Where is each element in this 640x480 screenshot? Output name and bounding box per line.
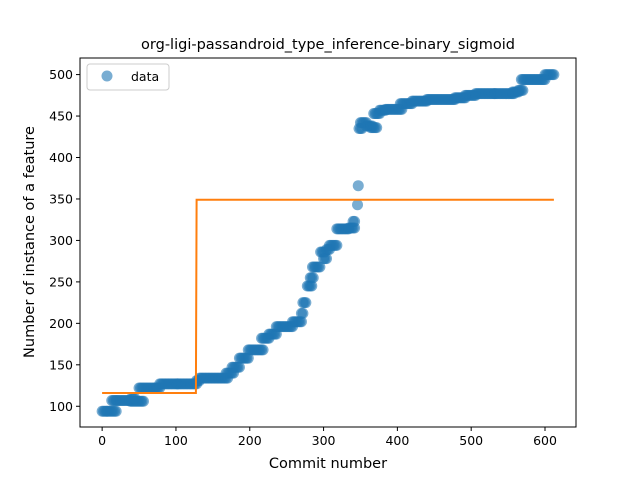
data-point — [300, 297, 312, 309]
data-point — [306, 280, 318, 292]
y-tick-label: 150 — [49, 357, 73, 372]
data-point — [371, 122, 383, 134]
data-point — [321, 253, 333, 265]
x-tick-label: 0 — [98, 433, 106, 448]
data-point — [349, 215, 361, 227]
plot-area — [79, 57, 577, 428]
data-point — [352, 180, 364, 192]
x-tick-label: 300 — [312, 433, 336, 448]
legend-data-label: data — [131, 69, 159, 84]
x-tick-label: 200 — [238, 433, 262, 448]
y-tick-label: 350 — [49, 191, 73, 206]
x-axis: 0 100 200 300 400 500 600 — [98, 427, 557, 448]
y-axis-label: Number of instance of a feature — [22, 126, 38, 358]
data-point — [307, 272, 319, 284]
x-tick-label: 100 — [164, 433, 188, 448]
y-tick-label: 200 — [49, 316, 73, 331]
y-tick-label: 500 — [49, 67, 73, 82]
y-tick-label: 250 — [49, 274, 73, 289]
y-axis: 100 150 200 250 300 350 400 450 500 — [49, 67, 80, 414]
chart-title: org-ligi-passandroid_type_inference-bina… — [141, 37, 515, 53]
data-point — [297, 307, 309, 319]
data-point — [295, 316, 307, 328]
data-point — [233, 361, 245, 373]
legend-box — [86, 63, 170, 91]
data-point — [331, 239, 343, 251]
fit-line — [102, 198, 554, 394]
y-tick-label: 300 — [49, 233, 73, 248]
x-tick-label: 400 — [385, 433, 409, 448]
y-tick-label: 400 — [49, 150, 73, 165]
data-point — [257, 344, 269, 356]
data-point — [242, 352, 254, 364]
y-tick-label: 100 — [49, 399, 73, 414]
data-point — [548, 69, 560, 81]
data-point — [137, 395, 149, 407]
data-point — [129, 392, 141, 404]
legend-data-marker — [101, 70, 113, 82]
plot-frame — [79, 57, 577, 428]
data-layer — [96, 69, 560, 417]
x-tick-label: 600 — [533, 433, 557, 448]
data-point — [517, 84, 529, 96]
data-point — [110, 405, 122, 417]
legend: data — [86, 63, 170, 91]
x-tick-label: 500 — [459, 433, 483, 448]
data-point — [314, 261, 326, 273]
x-axis-label: Commit number — [269, 456, 387, 472]
y-tick-label: 450 — [49, 109, 73, 124]
data-point — [352, 199, 364, 211]
